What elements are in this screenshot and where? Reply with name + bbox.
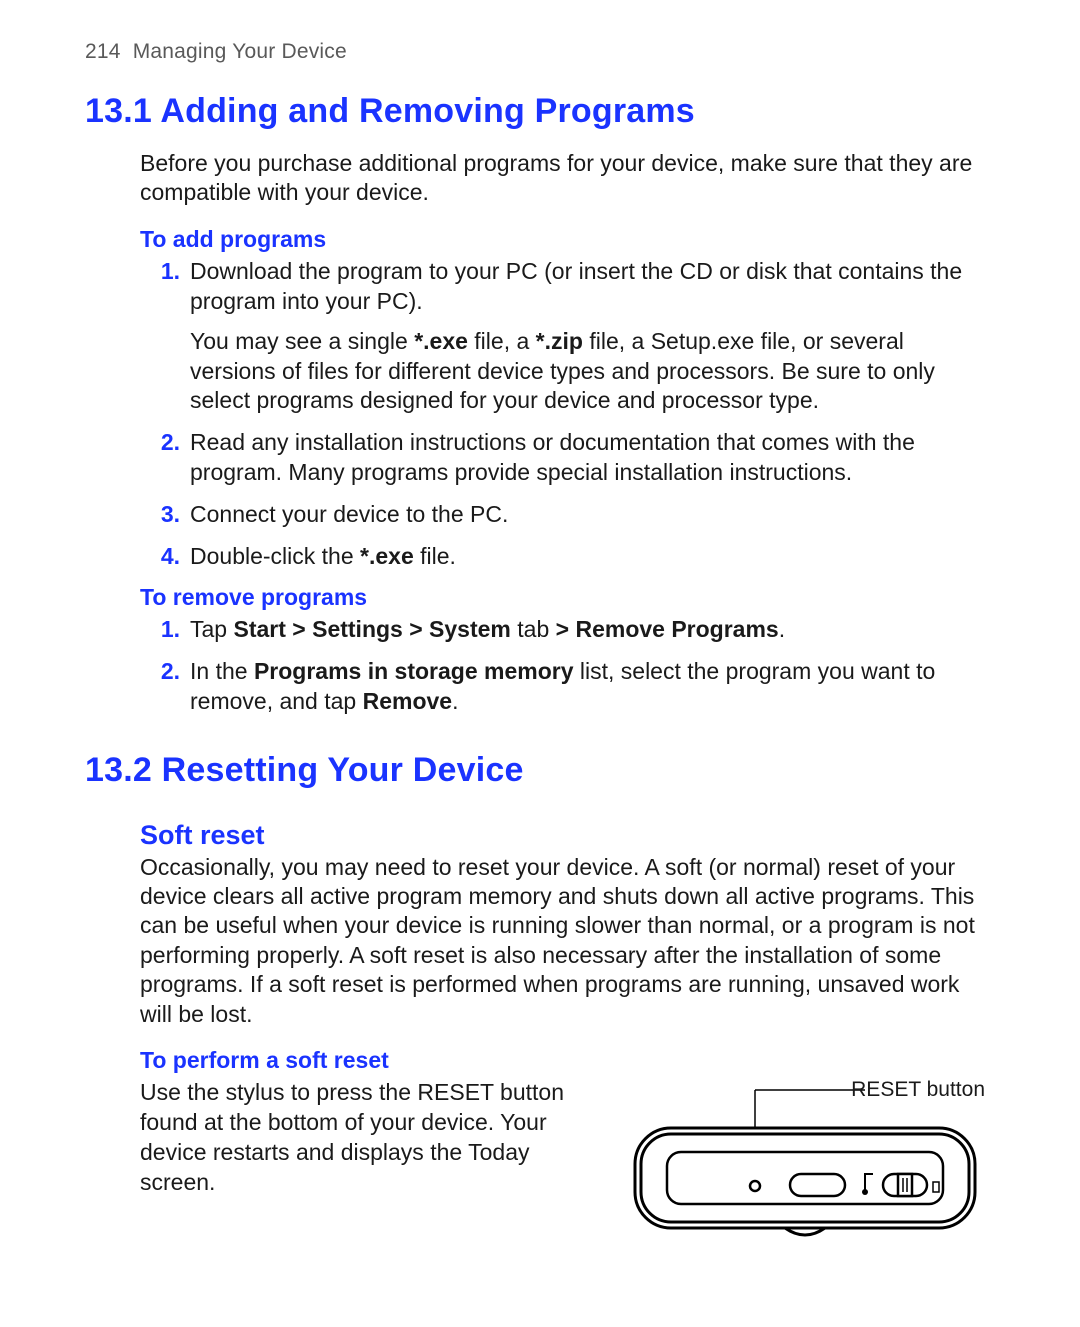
device-illustration-wrap: RESET button xyxy=(615,1078,995,1248)
perform-soft-reset-subhead: To perform a soft reset xyxy=(85,1047,995,1074)
add-programs-steps: 1. Download the program to your PC (or i… xyxy=(85,257,995,572)
step-number: 2. xyxy=(140,428,180,458)
step-number: 1. xyxy=(140,257,180,287)
add-step-4: 4. Double-click the *.exe file. xyxy=(140,542,995,572)
page-number: 214 xyxy=(85,40,121,63)
section-13-1-heading: 13.1 Adding and Removing Programs xyxy=(85,92,995,131)
step-number: 3. xyxy=(140,500,180,530)
device-bottom-illustration xyxy=(615,1078,995,1248)
add-step-1: 1. Download the program to your PC (or i… xyxy=(140,257,995,416)
soft-reset-para: Occasionally, you may need to reset your… xyxy=(85,853,995,1030)
step-text: In the Programs in storage memory list, … xyxy=(190,657,995,717)
soft-reset-instructions: Use the stylus to press the RESET button… xyxy=(140,1078,595,1198)
section-13-2-heading: 13.2 Resetting Your Device xyxy=(85,751,995,790)
soft-reset-row: Use the stylus to press the RESET button… xyxy=(85,1078,995,1248)
step-number: 4. xyxy=(140,542,180,572)
step-text: Tap Start > Settings > System tab > Remo… xyxy=(190,615,995,645)
reset-button-callout-label: RESET button xyxy=(851,1078,985,1102)
step-number: 2. xyxy=(140,657,180,687)
remove-programs-steps: 1. Tap Start > Settings > System tab > R… xyxy=(85,615,995,717)
to-remove-programs-subhead: To remove programs xyxy=(85,584,995,611)
to-add-programs-subhead: To add programs xyxy=(85,226,995,253)
soft-reset-title: Soft reset xyxy=(85,820,995,851)
step-text: Double-click the *.exe file. xyxy=(190,542,995,572)
step-text: Connect your device to the PC. xyxy=(190,500,995,530)
running-head: 214 Managing Your Device xyxy=(85,40,995,64)
add-step-3: 3. Connect your device to the PC. xyxy=(140,500,995,530)
step-text: Download the program to your PC (or inse… xyxy=(190,257,995,317)
section-13-1-intro: Before you purchase additional programs … xyxy=(85,149,995,208)
manual-page: 214 Managing Your Device 13.1 Adding and… xyxy=(0,0,1080,1327)
add-step-2: 2. Read any installation instructions or… xyxy=(140,428,995,488)
remove-step-1: 1. Tap Start > Settings > System tab > R… xyxy=(140,615,995,645)
step-number: 1. xyxy=(140,615,180,645)
remove-step-2: 2. In the Programs in storage memory lis… xyxy=(140,657,995,717)
running-title: Managing Your Device xyxy=(133,40,347,63)
step-text-extra: You may see a single *.exe file, a *.zip… xyxy=(190,327,995,417)
step-text: Read any installation instructions or do… xyxy=(190,428,995,488)
